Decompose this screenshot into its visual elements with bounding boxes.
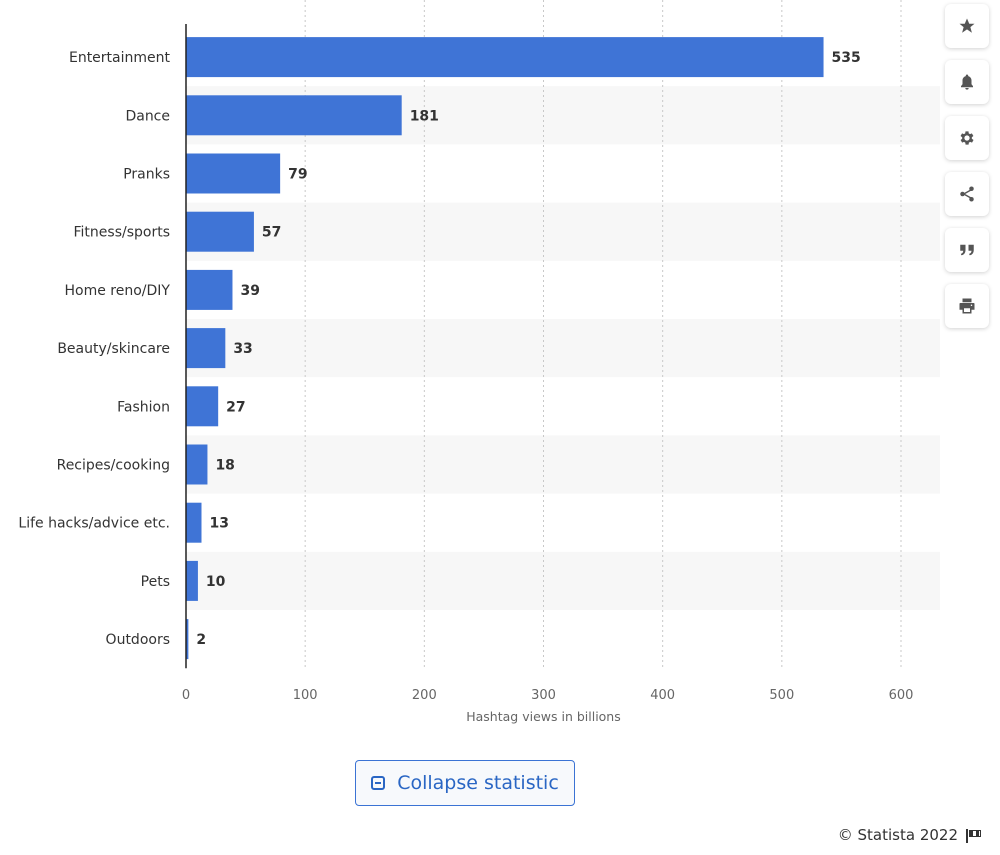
data-label: 181: [410, 108, 439, 124]
print-button[interactable]: [945, 284, 989, 328]
category-label: Home reno/DIY: [65, 283, 171, 299]
quote-icon: [960, 244, 974, 256]
data-label: 27: [226, 399, 245, 415]
data-label: 79: [288, 167, 307, 183]
x-axis-title: Hashtag views in billions: [466, 709, 621, 724]
bar: [186, 153, 281, 194]
bar: [186, 619, 189, 660]
print-icon: [959, 298, 975, 314]
bar: [186, 444, 208, 485]
data-label: 18: [215, 458, 234, 474]
x-tick-label: 100: [293, 688, 318, 703]
notification-button[interactable]: [945, 60, 989, 104]
gear-icon: [960, 131, 974, 145]
share-icon: [960, 186, 974, 202]
category-label: Beauty/skincare: [57, 341, 170, 357]
x-tick-label: 0: [182, 688, 190, 703]
category-label: Life hacks/advice etc.: [18, 516, 170, 532]
data-label: 535: [832, 50, 861, 66]
bar: [186, 502, 202, 543]
data-label: 2: [196, 632, 206, 648]
category-label: Dance: [125, 108, 170, 124]
row-stripe: [186, 202, 940, 261]
data-label: 13: [209, 516, 228, 532]
x-tick-label: 300: [531, 688, 556, 703]
source-credit: © Statista 2022: [838, 826, 982, 844]
category-label: Entertainment: [69, 50, 171, 66]
settings-button[interactable]: [945, 116, 989, 160]
bar: [186, 37, 824, 78]
category-label: Fitness/sports: [74, 225, 171, 241]
category-label: Outdoors: [106, 632, 170, 648]
chart-area: 0 100 200 300 400 500 600 Entertainment 535 Dance…: [18, 0, 940, 725]
x-tick-label: 400: [650, 688, 675, 703]
bar: [186, 211, 254, 252]
data-label: 10: [206, 574, 226, 590]
x-tick-label: 500: [769, 688, 794, 703]
category-label: Pranks: [123, 167, 170, 183]
flag-icon: [966, 829, 982, 843]
x-tick-label: 200: [412, 688, 437, 703]
bar-chart: 0 100 200 300 400 500 600 Entertainment 535 Dance…: [18, 0, 940, 725]
data-label: 39: [240, 283, 259, 299]
cite-button[interactable]: [945, 228, 989, 272]
star-icon: [959, 18, 975, 33]
bar: [186, 269, 233, 310]
data-label: 33: [233, 341, 252, 357]
row-stripe: [186, 435, 940, 494]
category-label: Recipes/cooking: [57, 458, 170, 474]
minus-square-icon: [371, 776, 386, 790]
x-tick-label: 600: [889, 688, 914, 703]
row-stripe: [186, 319, 940, 378]
favorite-button[interactable]: [945, 4, 989, 48]
bell-icon: [961, 74, 973, 90]
category-label: Fashion: [117, 399, 170, 415]
bar: [186, 386, 219, 427]
share-button[interactable]: [945, 172, 989, 216]
row-stripe: [186, 551, 940, 610]
category-label: Pets: [141, 574, 170, 590]
data-label: 57: [262, 225, 281, 241]
collapse-statistic-button[interactable]: Collapse statistic: [355, 760, 575, 806]
bar: [186, 95, 402, 136]
credit-text: © Statista 2022: [837, 826, 958, 844]
bar: [186, 328, 226, 369]
collapse-statistic-label: Collapse statistic: [397, 772, 559, 794]
bar: [186, 560, 198, 601]
